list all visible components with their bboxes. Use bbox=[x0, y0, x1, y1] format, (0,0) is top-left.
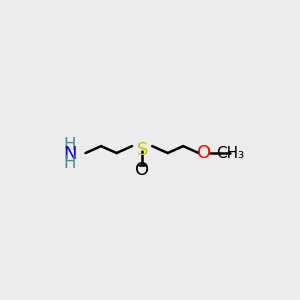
Text: CH₃: CH₃ bbox=[216, 146, 244, 160]
Text: S: S bbox=[136, 141, 148, 159]
Text: O: O bbox=[135, 161, 149, 179]
Text: H: H bbox=[64, 136, 76, 154]
Text: N: N bbox=[63, 145, 77, 163]
Text: O: O bbox=[197, 144, 211, 162]
Text: H: H bbox=[64, 154, 76, 172]
